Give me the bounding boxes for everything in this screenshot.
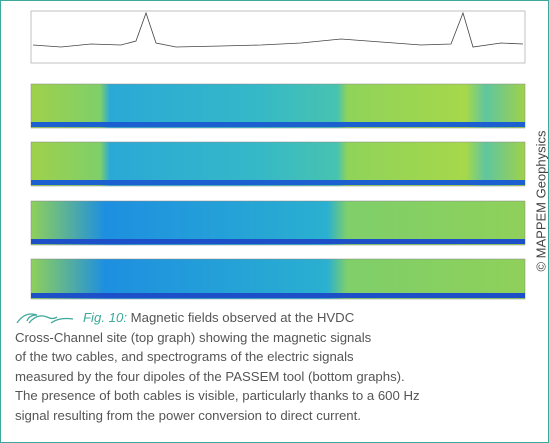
spectrograms <box>30 83 526 300</box>
top-plot <box>30 10 526 64</box>
figure-graphics <box>30 10 526 300</box>
caption-line: measured by the four dipoles of the PASS… <box>15 368 405 384</box>
copyright: © MAPPEM Geophysics <box>533 130 549 272</box>
caption: Fig. 10: Magnetic fields observed at the… <box>15 308 530 425</box>
caption-label: Fig. 10: <box>83 310 127 325</box>
wave-icon <box>16 313 74 324</box>
caption-line: The presence of both cables is visible, … <box>15 388 420 403</box>
caption-line: Magnetic fields observed at the HVDC <box>130 310 355 325</box>
caption-line: signal resulting from the power conversi… <box>15 407 361 423</box>
caption-line: of the two cables, and spectrograms of t… <box>15 349 354 364</box>
caption-line: Cross-Channel site (top graph) showing t… <box>15 329 372 345</box>
